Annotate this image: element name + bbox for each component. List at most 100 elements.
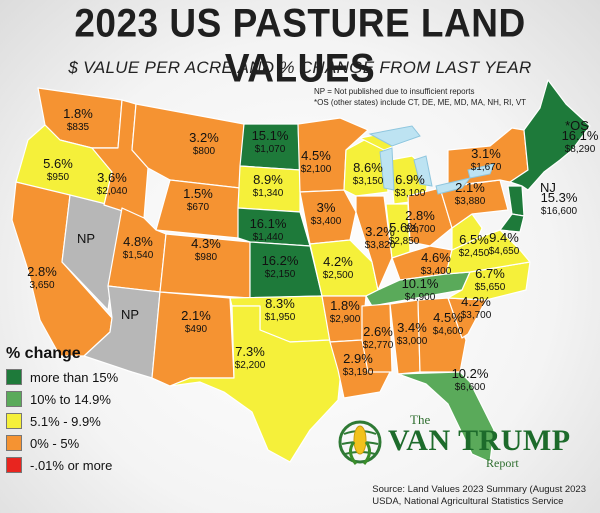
state-pct-nm: 2.1% <box>181 308 211 323</box>
legend-label: -.01% or more <box>30 457 113 473</box>
label-os: *OS <box>565 118 589 133</box>
state-value-wy: $670 <box>187 202 210 213</box>
state-pct-il: 3.2% <box>365 224 395 239</box>
state-pct-ia: 3% <box>317 200 336 215</box>
state-ia <box>299 189 357 245</box>
state-pct-ga: 4.5% <box>433 310 463 325</box>
state-value-wa: $835 <box>67 122 90 133</box>
state-value-ia: $3,400 <box>311 216 342 227</box>
state-value-il: $3,820 <box>365 240 396 251</box>
state-pct-ca: 2.8% <box>27 264 57 279</box>
lake-4 <box>467 163 495 179</box>
state-ms <box>361 303 393 373</box>
state-pct-nd: 15.1% <box>252 128 289 143</box>
state-fl <box>397 371 495 463</box>
state-pct-wv: 6.5% <box>459 232 489 247</box>
state-value-ks: $2,150 <box>265 269 296 280</box>
lake-1 <box>379 147 395 191</box>
state-pct-al: 3.4% <box>397 320 427 335</box>
label-nj: NJ <box>540 180 556 195</box>
legend-label: 5.1% - 9.9% <box>30 413 101 429</box>
van-trump-logo: The VAN TRUMP Report <box>336 412 586 472</box>
legend-item: 0% - 5% <box>6 432 118 454</box>
source-note: Source: Land Values 2023 Summary (August… <box>372 484 586 508</box>
state-value-ky: $3,400 <box>421 266 452 277</box>
state-pct-nv: NP <box>77 231 95 246</box>
state-value-id: $2,040 <box>97 186 128 197</box>
state-value-ny: $1,670 <box>471 162 502 173</box>
state-pct-os: 16.1% <box>562 128 599 143</box>
state-pct-pa: 2.1% <box>455 180 485 195</box>
state-pct-ut: 4.8% <box>123 234 153 249</box>
state-os <box>499 79 591 233</box>
legend-label: 0% - 5% <box>30 435 80 451</box>
state-value-nj: $16,600 <box>541 206 578 217</box>
state-value-mo: $2,500 <box>323 270 354 281</box>
lake-3 <box>435 177 472 195</box>
map-subtitle: $ VALUE PER ACRE AND % CHANGE FROM LAST … <box>68 58 532 77</box>
state-pct-sd: 8.9% <box>253 172 283 187</box>
legend-item: 10% to 14.9% <box>6 388 118 410</box>
state-tx <box>169 305 343 463</box>
state-pct-sc: 4.2% <box>461 294 491 309</box>
state-value-ga: $4,600 <box>433 326 464 337</box>
legend-item: 5.1% - 9.9% <box>6 410 118 432</box>
state-value-la: $3,190 <box>343 367 374 378</box>
state-value-al: $3,000 <box>397 336 428 347</box>
state-value-ar: $2,900 <box>330 314 361 325</box>
state-value-or: $950 <box>47 172 70 183</box>
state-nj <box>507 185 525 217</box>
state-value-ut: $1,540 <box>123 250 154 261</box>
state-pct-tx: 7.3% <box>235 344 265 359</box>
state-pct-wy: 1.5% <box>183 186 213 201</box>
state-value-fl: $6,600 <box>455 382 486 393</box>
state-value-wv: $2,450 <box>459 248 490 259</box>
state-pct-fl: 10.2% <box>452 366 489 381</box>
state-value-mi: $3,100 <box>395 188 426 199</box>
state-pct-id: 3.6% <box>97 170 127 185</box>
legend-swatch <box>6 435 22 451</box>
state-value-wi: $3,150 <box>353 176 384 187</box>
state-value-mn: $2,100 <box>301 164 332 175</box>
lake-0 <box>368 125 421 147</box>
footnotes: NP = Not published due to insufficient r… <box>314 86 526 108</box>
corn-globe-icon <box>338 420 382 465</box>
state-value-tn: $4,900 <box>405 292 436 303</box>
state-pct-ar: 1.8% <box>330 298 360 313</box>
state-mt <box>131 103 245 189</box>
state-pct-az: NP <box>121 307 139 322</box>
state-value-nd: $1,070 <box>255 144 286 155</box>
state-value-nm: $490 <box>185 324 208 335</box>
state-pct-mt: 3.2% <box>189 130 219 145</box>
state-pct-nj: 15.3% <box>541 190 578 205</box>
legend-title: % change <box>6 345 81 362</box>
state-pct-mn: 4.5% <box>301 148 331 163</box>
legend-item: -.01% or more <box>6 454 118 476</box>
state-value-ok: $1,950 <box>265 312 296 323</box>
state-oh <box>407 187 453 247</box>
state-value-pa: $3,880 <box>455 196 486 207</box>
logo-report: Report <box>486 456 519 470</box>
state-pct-ky: 4.6% <box>421 250 451 265</box>
legend-swatch <box>6 457 22 473</box>
state-pct-nc: 6.7% <box>475 266 505 281</box>
legend-label: more than 15% <box>30 369 119 385</box>
state-pct-tn: 10.1% <box>402 276 439 291</box>
state-value-tx: $2,200 <box>235 360 266 371</box>
state-value-oh: $3,700 <box>405 224 436 235</box>
logo-name: VAN TRUMP <box>388 424 571 457</box>
state-pct-co: 4.3% <box>191 236 221 251</box>
state-value-sc: $3,700 <box>461 310 492 321</box>
map-title: 2023 US PASTURE LAND VALUES <box>74 0 526 91</box>
state-pct-ny: 3.1% <box>471 146 501 161</box>
os-note: *OS (other states) include CT, DE, ME, M… <box>314 98 527 107</box>
state-pct-ok: 8.3% <box>265 296 295 311</box>
state-value-ms: $2,770 <box>363 340 394 351</box>
legend-swatch <box>6 391 22 407</box>
state-value-ne: $1,440 <box>253 232 284 243</box>
source-line-2: USDA, National Agricultural Statistics S… <box>372 496 564 507</box>
state-value-mt: $800 <box>193 146 216 157</box>
great-lakes <box>368 125 495 195</box>
lake-2 <box>413 155 433 187</box>
